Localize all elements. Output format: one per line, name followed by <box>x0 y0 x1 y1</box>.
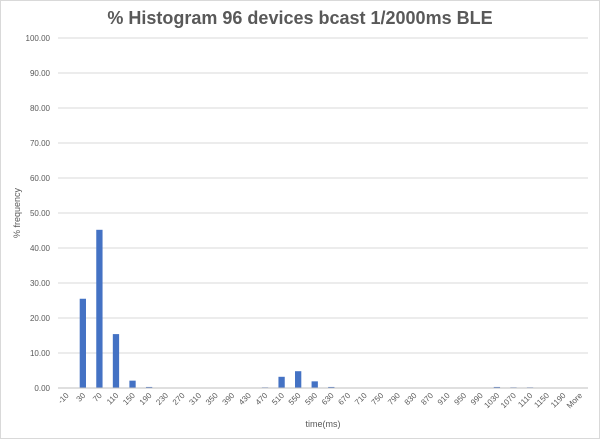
x-tick-label: 190 <box>138 391 154 407</box>
x-tick-label: 1150 <box>532 391 551 410</box>
y-tick-label: 10.00 <box>30 349 51 358</box>
x-tick-label: 710 <box>353 391 369 407</box>
y-tick-label: 100.00 <box>26 34 51 43</box>
grid-lines <box>58 37 588 354</box>
x-tick-label: 550 <box>287 391 303 407</box>
x-tick-label: -10 <box>56 391 71 406</box>
x-tick-label: 910 <box>436 391 452 407</box>
x-tick-label: 430 <box>237 391 253 407</box>
x-tick-label: 30 <box>75 391 88 404</box>
bar-70 <box>96 229 103 388</box>
x-axis-title: time(ms) <box>306 419 341 429</box>
bar-590 <box>311 381 318 388</box>
y-tick-label: 30.00 <box>30 279 51 288</box>
bar-630 <box>328 386 335 388</box>
y-tick-labels: 0.00 10.00 20.00 30.00 40.00 50.00 60.00 70.00 8… <box>26 34 51 393</box>
x-tick-label: 390 <box>221 391 237 407</box>
x-tick-label: 590 <box>303 391 319 407</box>
x-tick-label: 870 <box>419 391 435 407</box>
y-tick-label: 50.00 <box>30 209 51 218</box>
y-tick-label: 20.00 <box>30 314 51 323</box>
x-tick-label: 310 <box>187 391 203 407</box>
bar-1030 <box>493 386 501 388</box>
x-tick-label: 790 <box>386 391 402 407</box>
x-tick-label: 110 <box>105 391 121 407</box>
y-tick-label: 70.00 <box>30 139 51 148</box>
x-tick-labels: -10 30 70 110 150 190 230 270 310 350 390 430 470 510… <box>56 391 584 411</box>
x-tick-label: 510 <box>270 391 286 407</box>
x-tick-label: 670 <box>336 391 352 407</box>
x-tick-label: 350 <box>204 391 220 407</box>
x-tick-label: More <box>565 391 585 411</box>
x-tick-label: 1030 <box>482 391 501 410</box>
x-tick-label: 230 <box>154 391 170 407</box>
x-tick-label: 750 <box>370 391 386 407</box>
bar-110 <box>112 334 120 388</box>
x-tick-label: 950 <box>452 391 468 407</box>
x-tick-label: 470 <box>254 391 270 407</box>
bar-30 <box>79 298 86 388</box>
chart-title: % Histogram 96 devices bcast 1/2000ms BL… <box>107 8 493 28</box>
y-tick-label: 90.00 <box>30 69 51 78</box>
y-axis-title: % frequency <box>12 187 22 238</box>
x-tick-label: 1190 <box>549 391 568 410</box>
x-tick-label: 270 <box>171 391 187 407</box>
x-tick-label: 1110 <box>516 391 534 409</box>
bar-550 <box>295 371 302 388</box>
y-tick-label: 0.00 <box>34 384 50 393</box>
x-tick-label: 70 <box>91 391 104 404</box>
bars <box>79 229 534 388</box>
x-tick-label: 830 <box>403 391 419 407</box>
y-tick-label: 40.00 <box>30 244 51 253</box>
x-tick-label: 150 <box>121 391 137 407</box>
bar-190 <box>145 386 153 388</box>
x-tick-label: 630 <box>320 391 336 407</box>
y-tick-label: 80.00 <box>30 104 51 113</box>
y-tick-label: 60.00 <box>30 174 51 183</box>
bar-510 <box>278 376 285 388</box>
bar-150 <box>129 380 136 388</box>
x-tick-label: 1070 <box>499 391 518 410</box>
